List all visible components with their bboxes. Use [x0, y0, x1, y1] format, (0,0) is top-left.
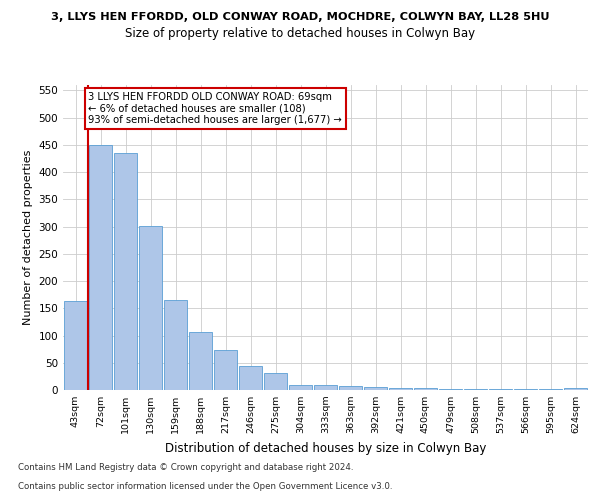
Bar: [64, 301, 88, 390]
Bar: [314, 384, 337, 390]
Text: Size of property relative to detached houses in Colwyn Bay: Size of property relative to detached ho…: [125, 28, 475, 40]
Bar: [113, 153, 137, 390]
Text: Contains HM Land Registry data © Crown copyright and database right 2024.: Contains HM Land Registry data © Crown c…: [18, 464, 353, 472]
Bar: [89, 145, 112, 390]
Bar: [139, 226, 163, 390]
Bar: [364, 388, 388, 390]
Bar: [563, 388, 587, 390]
Bar: [338, 386, 362, 390]
Bar: [289, 384, 313, 390]
Bar: [263, 372, 287, 390]
Y-axis label: Number of detached properties: Number of detached properties: [23, 150, 33, 325]
Bar: [239, 366, 262, 390]
Bar: [188, 332, 212, 390]
Bar: [439, 389, 463, 390]
Bar: [464, 389, 487, 390]
Text: Contains public sector information licensed under the Open Government Licence v3: Contains public sector information licen…: [18, 482, 392, 491]
X-axis label: Distribution of detached houses by size in Colwyn Bay: Distribution of detached houses by size …: [165, 442, 486, 455]
Bar: [214, 350, 238, 390]
Bar: [413, 388, 437, 390]
Bar: [389, 388, 412, 390]
Bar: [164, 300, 187, 390]
Text: 3 LLYS HEN FFORDD OLD CONWAY ROAD: 69sqm
← 6% of detached houses are smaller (10: 3 LLYS HEN FFORDD OLD CONWAY ROAD: 69sqm…: [89, 92, 342, 124]
Text: 3, LLYS HEN FFORDD, OLD CONWAY ROAD, MOCHDRE, COLWYN BAY, LL28 5HU: 3, LLYS HEN FFORDD, OLD CONWAY ROAD, MOC…: [51, 12, 549, 22]
